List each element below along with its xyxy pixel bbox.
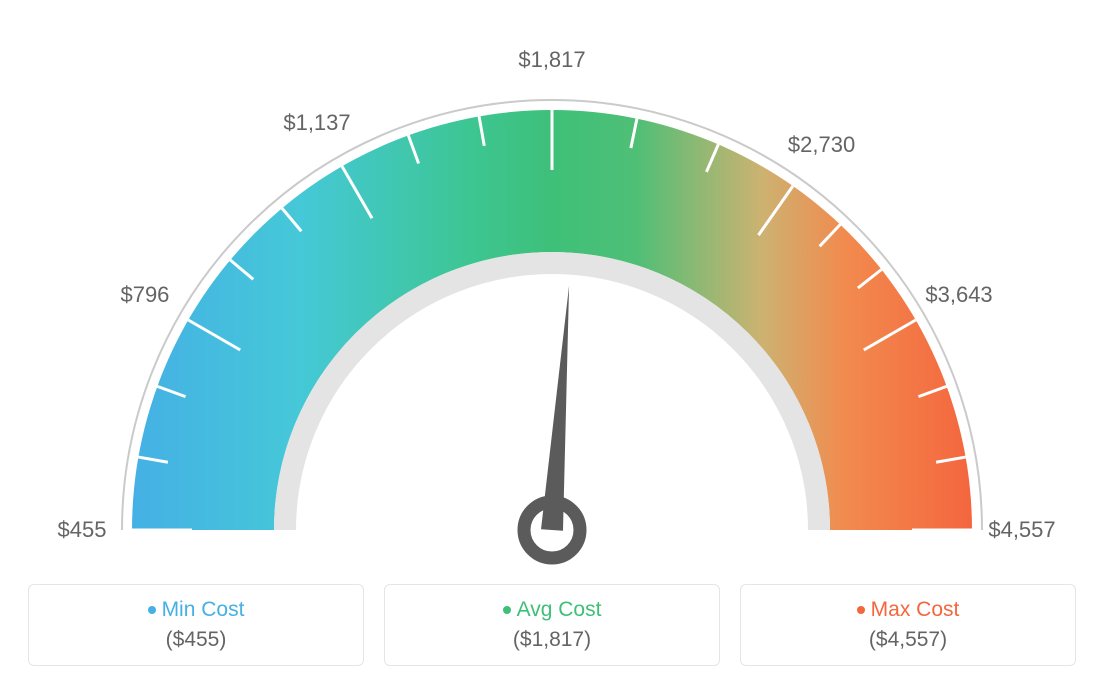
legend-max-value: ($4,557) <box>869 628 947 652</box>
legend-max-title-text: Max Cost <box>871 598 960 622</box>
legend-max-title: Max Cost <box>857 598 960 622</box>
legend-max-card: Max Cost ($4,557) <box>740 584 1076 666</box>
gauge-tick-label: $796 <box>120 282 169 308</box>
cost-gauge: $455 $796 $1,137 $1,817 $2,730 $3,643 $4,557 <box>0 0 1104 580</box>
legend-row: Min Cost ($455) Avg Cost ($1,817) Max Co… <box>28 584 1076 666</box>
legend-avg-value: ($1,817) <box>513 628 591 652</box>
gauge-tick-label: $1,137 <box>283 110 350 136</box>
gauge-tick-label: $1,817 <box>518 47 585 73</box>
legend-avg-title-text: Avg Cost <box>517 598 602 622</box>
dot-icon <box>857 606 865 614</box>
gauge-tick-label: $3,643 <box>925 282 992 308</box>
legend-min-card: Min Cost ($455) <box>28 584 364 666</box>
legend-avg-title: Avg Cost <box>503 598 602 622</box>
gauge-tick-label: $455 <box>58 517 107 543</box>
gauge-tick-label: $2,730 <box>788 132 855 158</box>
legend-avg-card: Avg Cost ($1,817) <box>384 584 720 666</box>
dot-icon <box>503 606 511 614</box>
legend-min-value: ($455) <box>166 628 227 652</box>
gauge-tick-label: $4,557 <box>988 517 1055 543</box>
legend-min-title-text: Min Cost <box>162 598 245 622</box>
dot-icon <box>148 606 156 614</box>
legend-min-title: Min Cost <box>148 598 245 622</box>
